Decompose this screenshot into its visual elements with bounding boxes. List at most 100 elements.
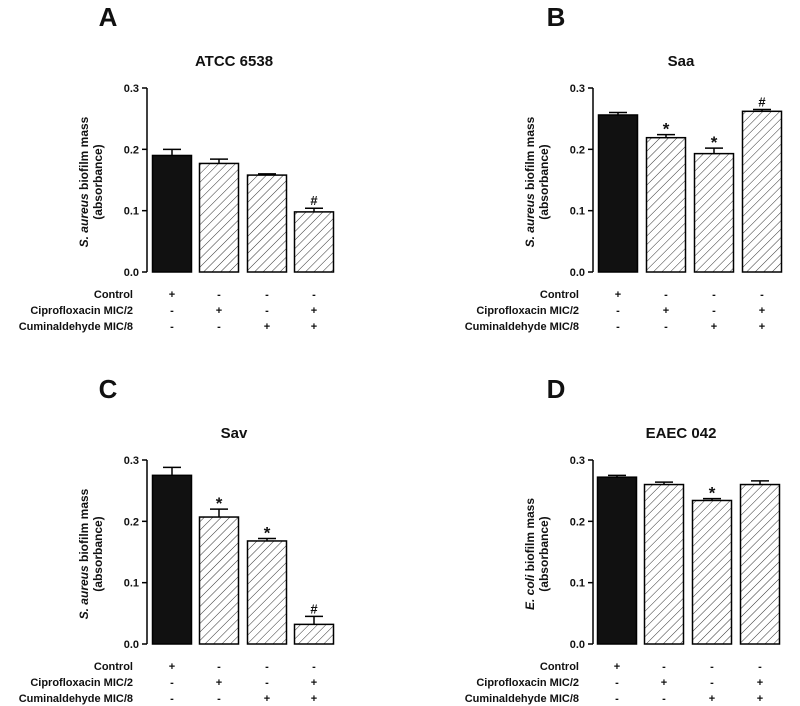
condition-sign: +	[169, 289, 175, 301]
condition-sign: -	[265, 677, 269, 689]
panel-letter: C	[99, 374, 118, 404]
y-axis-label: S. aureus biofilm mass	[77, 488, 91, 619]
condition-sign: +	[264, 321, 270, 333]
condition-label: Control	[540, 661, 579, 673]
condition-sign: -	[217, 321, 221, 333]
y-tick-label: 0.2	[570, 516, 585, 528]
condition-sign: -	[170, 677, 174, 689]
condition-sign: +	[757, 693, 763, 705]
bar	[198, 162, 240, 273]
y-axis-label-part: biofilm mass	[523, 498, 537, 575]
y-axis-label-part: E. coli	[523, 574, 537, 610]
condition-sign: +	[711, 321, 717, 333]
y-axis-label: E. coli biofilm mass	[523, 498, 537, 610]
condition-sign: +	[311, 305, 317, 317]
condition-sign: -	[758, 661, 762, 673]
condition-sign: -	[615, 693, 619, 705]
bar	[739, 483, 781, 645]
condition-sign: -	[217, 693, 221, 705]
significance-mark: *	[711, 133, 718, 152]
condition-sign: +	[311, 693, 317, 705]
significance-mark: #	[310, 193, 318, 208]
y-tick-label: 0.2	[124, 144, 139, 156]
significance-mark: *	[709, 484, 716, 503]
condition-label: Ciprofloxacin MIC/2	[30, 305, 133, 317]
significance-mark: *	[264, 524, 271, 543]
condition-sign: -	[615, 677, 619, 689]
condition-sign: -	[710, 677, 714, 689]
y-axis-label-part: S. aureus	[77, 193, 91, 247]
condition-sign: +	[311, 321, 317, 333]
y-tick-label: 0.3	[570, 83, 585, 95]
condition-sign: -	[712, 305, 716, 317]
condition-sign: +	[615, 289, 621, 301]
chart-title: ATCC 6538	[195, 53, 273, 70]
condition-sign: -	[170, 305, 174, 317]
condition-sign: +	[614, 661, 620, 673]
condition-sign: -	[616, 321, 620, 333]
bar	[645, 136, 687, 273]
condition-sign: -	[312, 661, 316, 673]
condition-sign: +	[264, 693, 270, 705]
y-axis-label: S. aureus biofilm mass	[77, 116, 91, 247]
y-tick-label: 0.3	[570, 455, 585, 467]
y-axis-label: S. aureus biofilm mass	[523, 116, 537, 247]
condition-sign: -	[265, 305, 269, 317]
bar	[198, 516, 240, 645]
y-tick-label: 0.1	[124, 206, 139, 218]
bar	[691, 499, 733, 645]
bar	[246, 540, 288, 645]
condition-sign: -	[170, 693, 174, 705]
y-tick-label: 0.1	[570, 206, 585, 218]
bar	[693, 152, 735, 273]
y-tick-label: 0.0	[124, 639, 139, 651]
panel-letter: B	[547, 2, 566, 32]
condition-sign: +	[759, 305, 765, 317]
condition-label: Ciprofloxacin MIC/2	[476, 677, 579, 689]
condition-sign: -	[760, 289, 764, 301]
y-axis-label-unit: (absorbance)	[91, 516, 105, 591]
y-tick-label: 0.1	[124, 578, 139, 590]
condition-sign: -	[662, 693, 666, 705]
y-tick-label: 0.2	[124, 516, 139, 528]
y-axis-label-part: biofilm mass	[77, 488, 91, 565]
condition-sign: -	[662, 661, 666, 673]
y-tick-label: 0.0	[570, 639, 585, 651]
significance-mark: *	[663, 120, 670, 139]
condition-sign: +	[663, 305, 669, 317]
bar	[643, 483, 685, 645]
condition-sign: -	[710, 661, 714, 673]
y-tick-label: 0.2	[570, 144, 585, 156]
chart-title: EAEC 042	[646, 425, 717, 442]
condition-sign: -	[265, 661, 269, 673]
bar	[597, 114, 639, 273]
condition-label: Cuminaldehyde MIC/8	[19, 693, 133, 705]
condition-label: Cuminaldehyde MIC/8	[465, 693, 579, 705]
condition-sign: -	[616, 305, 620, 317]
chart-title: Sav	[221, 425, 248, 442]
significance-mark: *	[216, 494, 223, 513]
y-tick-label: 0.3	[124, 83, 139, 95]
y-tick-label: 0.1	[570, 578, 585, 590]
chart-title: Saa	[668, 53, 695, 70]
y-axis-label-part: biofilm mass	[77, 116, 91, 193]
condition-sign: -	[664, 289, 668, 301]
y-axis-label-unit: (absorbance)	[91, 144, 105, 219]
condition-label: Ciprofloxacin MIC/2	[30, 677, 133, 689]
y-tick-label: 0.0	[570, 267, 585, 279]
condition-sign: +	[757, 677, 763, 689]
bar	[596, 476, 638, 645]
y-axis-label-part: biofilm mass	[523, 116, 537, 193]
condition-sign: -	[170, 321, 174, 333]
y-tick-label: 0.3	[124, 455, 139, 467]
y-axis-label-unit: (absorbance)	[537, 144, 551, 219]
condition-sign: +	[216, 305, 222, 317]
condition-label: Control	[540, 289, 579, 301]
condition-label: Control	[94, 661, 133, 673]
condition-label: Control	[94, 289, 133, 301]
condition-sign: +	[216, 677, 222, 689]
condition-sign: -	[712, 289, 716, 301]
condition-sign: +	[759, 321, 765, 333]
condition-sign: -	[664, 321, 668, 333]
